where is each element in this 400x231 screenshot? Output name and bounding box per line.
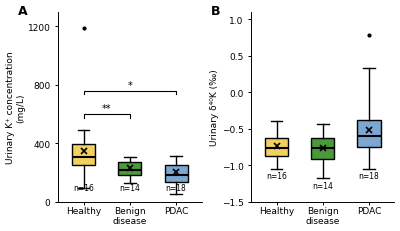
PathPatch shape xyxy=(311,139,334,160)
PathPatch shape xyxy=(265,139,288,156)
Y-axis label: Urinary δ⁴⁰K (‰): Urinary δ⁴⁰K (‰) xyxy=(210,69,219,146)
Text: B: B xyxy=(211,5,220,18)
PathPatch shape xyxy=(118,163,142,175)
Text: *: * xyxy=(128,80,132,90)
Text: n=16: n=16 xyxy=(266,171,287,180)
Text: n=18: n=18 xyxy=(359,171,379,180)
Text: n=14: n=14 xyxy=(312,182,333,191)
Text: **: ** xyxy=(102,103,112,113)
Text: A: A xyxy=(18,5,28,18)
Text: n=16: n=16 xyxy=(73,184,94,192)
PathPatch shape xyxy=(358,120,380,147)
PathPatch shape xyxy=(72,144,95,165)
PathPatch shape xyxy=(164,166,188,182)
Text: n=14: n=14 xyxy=(120,184,140,192)
Y-axis label: Urinary K⁺ concentration
(mg/L): Urinary K⁺ concentration (mg/L) xyxy=(6,51,25,163)
Text: n=18: n=18 xyxy=(166,184,186,192)
